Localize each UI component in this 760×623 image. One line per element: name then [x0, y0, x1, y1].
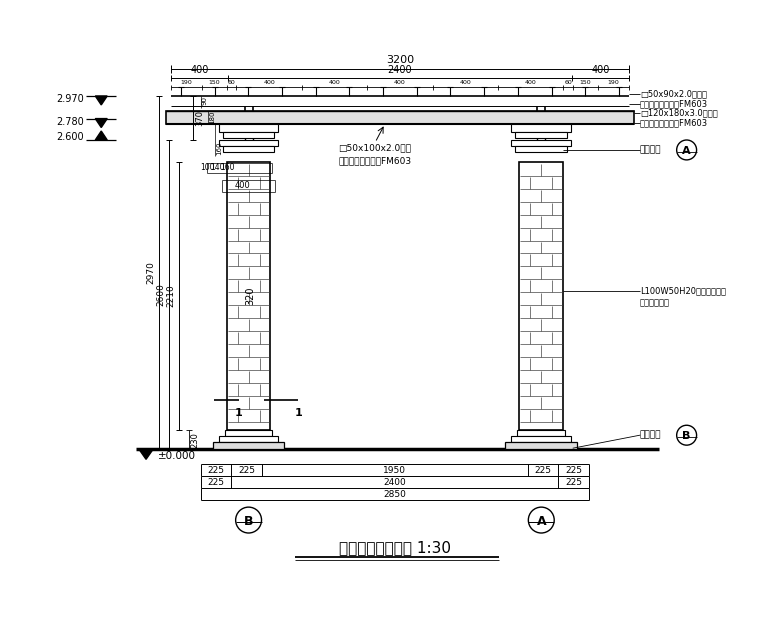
Bar: [226, 162, 271, 430]
Text: 225: 225: [565, 466, 582, 475]
Text: 柱头大样: 柱头大样: [640, 145, 661, 155]
Text: ±0.000: ±0.000: [158, 452, 196, 462]
Bar: [511, 436, 572, 442]
Text: 2850: 2850: [384, 490, 407, 498]
Text: 400: 400: [591, 65, 610, 75]
Text: 150: 150: [208, 80, 220, 85]
Text: 2.600: 2.600: [57, 132, 84, 142]
Text: □50x90x2.0方钢管: □50x90x2.0方钢管: [640, 90, 707, 98]
Text: 400: 400: [263, 80, 275, 85]
Text: 140: 140: [211, 163, 225, 173]
Polygon shape: [95, 96, 107, 105]
Bar: [219, 124, 278, 131]
Text: 160: 160: [220, 163, 235, 173]
Text: L100W50H20自然面黄锈石: L100W50H20自然面黄锈石: [640, 287, 726, 295]
Text: 60: 60: [227, 80, 236, 85]
Text: 工字型密缝薪: 工字型密缝薪: [640, 298, 670, 308]
Bar: [511, 124, 572, 131]
Text: 160: 160: [216, 141, 222, 155]
Text: 1950: 1950: [384, 466, 407, 475]
Text: 400: 400: [328, 80, 340, 85]
Text: 2970: 2970: [146, 261, 155, 284]
Text: 表面油漆拌木墨漆FM603: 表面油漆拌木墨漆FM603: [640, 118, 708, 127]
Text: □120x180x3.0方钢管: □120x180x3.0方钢管: [640, 108, 717, 117]
Bar: [518, 430, 565, 436]
Text: B: B: [244, 515, 253, 528]
Text: B: B: [682, 431, 691, 441]
Text: 100: 100: [200, 163, 215, 173]
Text: □50x100x2.0方钢: □50x100x2.0方钢: [338, 144, 411, 153]
Text: 1: 1: [235, 407, 242, 417]
Text: 1: 1: [294, 407, 302, 417]
Text: 60: 60: [565, 80, 572, 85]
Text: 2210: 2210: [166, 285, 175, 307]
Polygon shape: [95, 131, 107, 140]
Text: 2600: 2600: [156, 283, 165, 306]
Text: 400: 400: [190, 65, 209, 75]
Text: 225: 225: [207, 478, 225, 487]
Text: 2.970: 2.970: [56, 94, 84, 104]
Text: 3200: 3200: [386, 55, 414, 65]
Text: 表面油漆拌木墨漆FM603: 表面油漆拌木墨漆FM603: [338, 156, 412, 166]
Text: 2.780: 2.780: [56, 117, 84, 126]
Bar: [515, 146, 567, 152]
Text: 150: 150: [580, 80, 591, 85]
Text: A: A: [537, 515, 546, 528]
Bar: [519, 162, 563, 430]
Polygon shape: [95, 118, 107, 128]
Text: 2400: 2400: [384, 478, 407, 487]
Bar: [511, 140, 572, 146]
Text: 花架Ⓑ～Ⓐ立面图 1:30: 花架Ⓑ～Ⓐ立面图 1:30: [339, 540, 451, 556]
Text: 400: 400: [460, 80, 471, 85]
Bar: [219, 140, 278, 146]
Text: 柱脚大样: 柱脚大样: [640, 430, 661, 440]
Text: 225: 225: [207, 466, 225, 475]
Text: 230: 230: [191, 432, 200, 448]
Bar: [219, 436, 278, 442]
Text: 320: 320: [245, 287, 255, 305]
Text: 180: 180: [209, 110, 215, 124]
Bar: [166, 111, 634, 124]
Text: 400: 400: [235, 181, 251, 190]
Polygon shape: [139, 449, 153, 459]
Text: 225: 225: [534, 466, 552, 475]
Bar: [213, 442, 284, 449]
Text: 225: 225: [565, 478, 582, 487]
Text: 190: 190: [607, 80, 619, 85]
Text: 90: 90: [202, 97, 207, 105]
Text: 225: 225: [239, 466, 255, 475]
Bar: [515, 131, 567, 138]
Bar: [223, 131, 274, 138]
Bar: [225, 430, 273, 436]
Text: A: A: [682, 146, 691, 156]
Text: 190: 190: [181, 80, 192, 85]
Text: 2400: 2400: [388, 65, 412, 75]
Bar: [505, 442, 577, 449]
Text: 400: 400: [525, 80, 537, 85]
Text: 400: 400: [394, 80, 406, 85]
Text: 370: 370: [195, 110, 204, 126]
Text: 表面油漆拌木墨漆FM603: 表面油漆拌木墨漆FM603: [640, 100, 708, 108]
Bar: [223, 146, 274, 152]
